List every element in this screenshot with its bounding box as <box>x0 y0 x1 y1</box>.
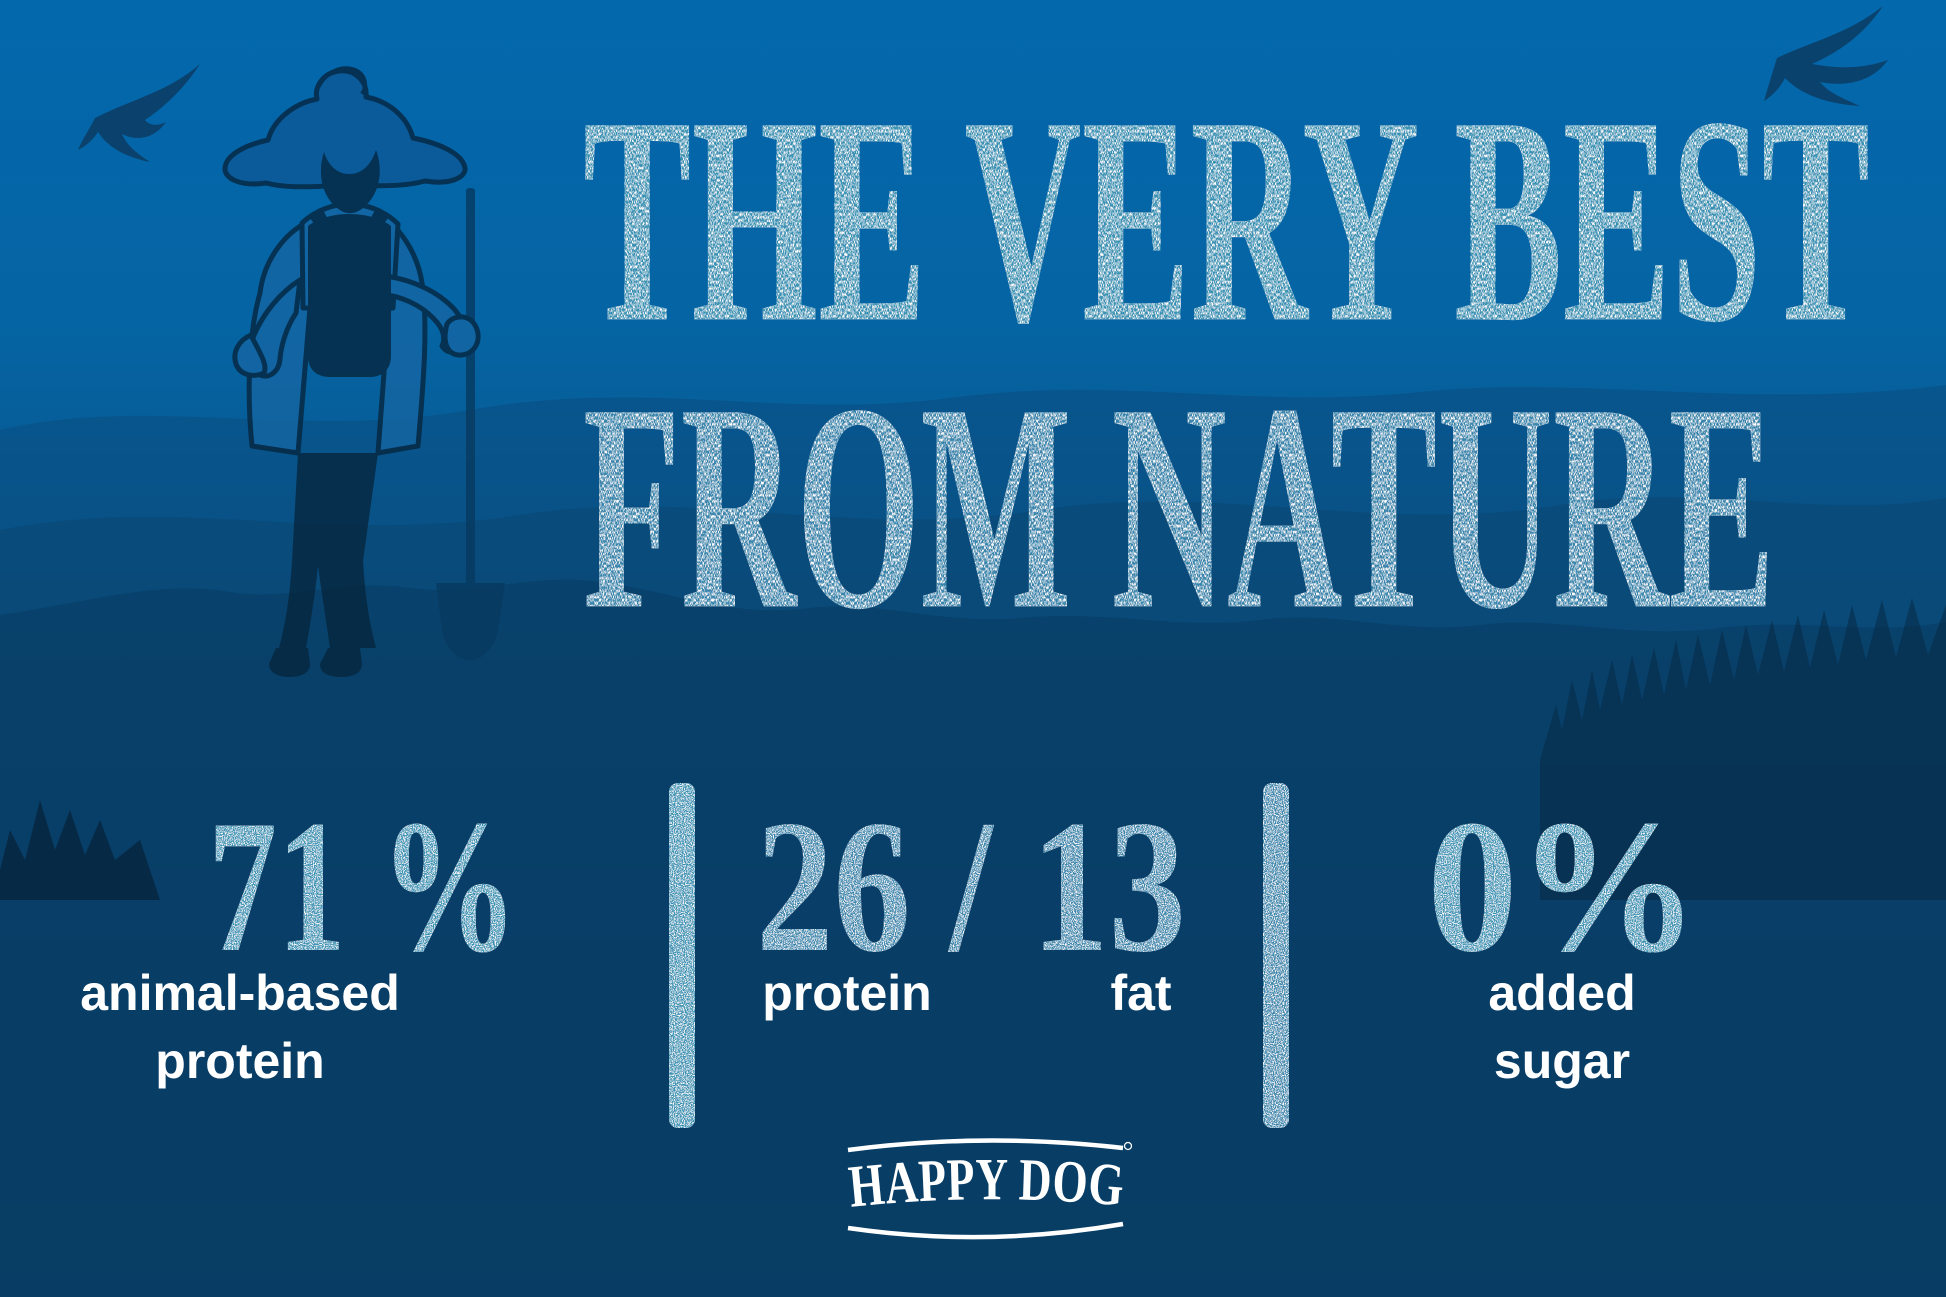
svg-text:HAPPY DOG: HAPPY DOG <box>846 1146 1127 1220</box>
